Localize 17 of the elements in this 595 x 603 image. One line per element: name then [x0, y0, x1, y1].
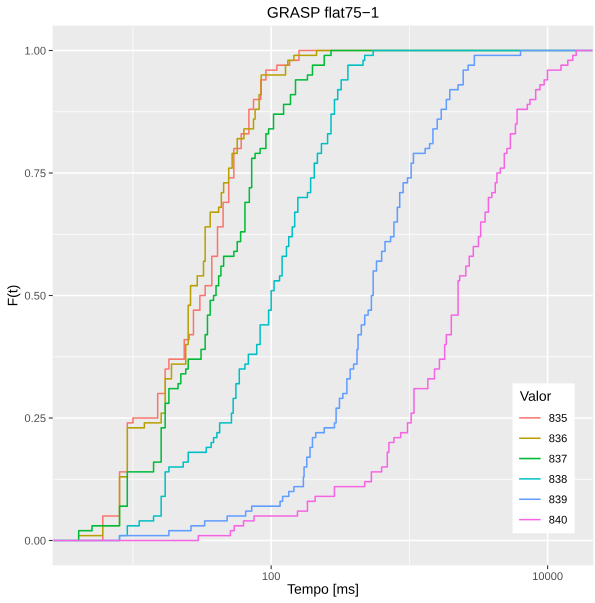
y-tick-label: 1.00: [25, 46, 46, 55]
chart-title: GRASP flat75−1: [268, 6, 378, 18]
y-tick-label: 0.50: [24, 292, 46, 300]
x-tick-label: 10000: [533, 572, 563, 580]
legend-label: 836: [549, 434, 567, 442]
legend-label: 839: [549, 495, 567, 504]
legend-label: 840: [549, 516, 567, 524]
legend-title: Valor: [520, 390, 552, 401]
legend-label: 838: [549, 475, 567, 483]
y-axis-title: F(t): [7, 286, 20, 306]
legend-label: 835: [549, 414, 567, 422]
y-tick-label: 0.25: [24, 414, 46, 422]
legend-label: 837: [549, 454, 567, 463]
y-tick-label: 0.75: [24, 169, 46, 178]
x-tick-label: 100: [262, 572, 280, 580]
x-axis-title: Tempo [ms]: [287, 584, 358, 597]
y-tick-label: 0.00: [24, 536, 46, 545]
